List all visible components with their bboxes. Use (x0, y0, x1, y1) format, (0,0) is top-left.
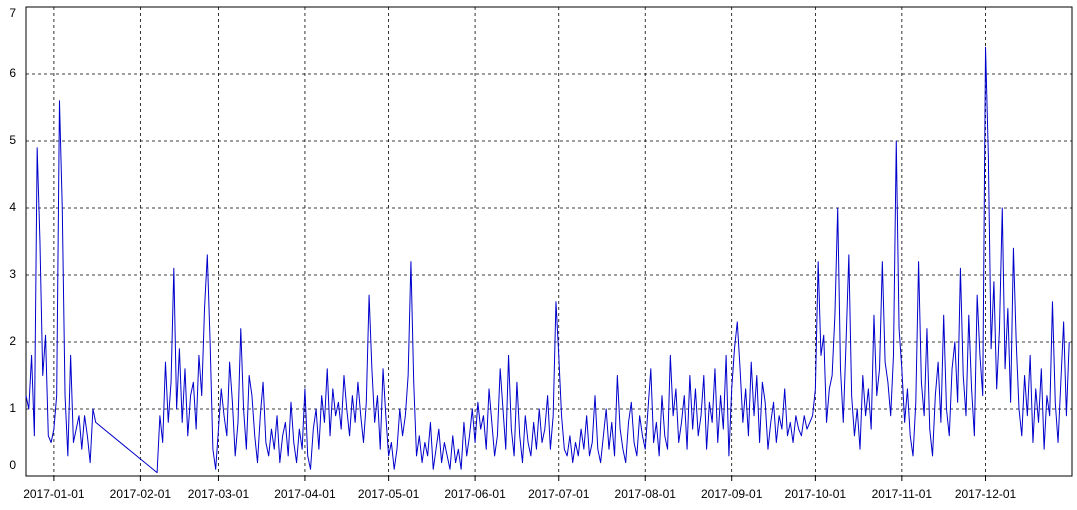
x-tick-label: 2017-03-01 (188, 487, 250, 501)
x-tick-label: 2017-07-01 (528, 487, 590, 501)
data-line (25, 46, 1070, 474)
y-tick-label: 6 (9, 66, 16, 80)
x-tick-label: 2017-04-01 (274, 487, 336, 501)
x-tick-label: 2017-08-01 (615, 487, 677, 501)
x-tick-label: 2017-10-01 (785, 487, 847, 501)
y-tick-label: 4 (9, 200, 16, 214)
y-tick-label: 3 (9, 267, 16, 281)
x-tick-label: 2017-09-01 (701, 487, 763, 501)
y-tick-label: 0 (9, 458, 16, 472)
y-tick-label: 1 (9, 401, 16, 415)
y-tick-label: 7 (9, 6, 16, 20)
x-tick-label: 2017-11-01 (872, 487, 933, 501)
x-tick-label: 2017-06-01 (444, 487, 506, 501)
y-tick-label: 2 (9, 334, 16, 348)
x-tick-label: 2017-01-01 (23, 487, 85, 501)
x-tick-label: 2017-12-01 (955, 487, 1017, 501)
x-tick-label: 2017-05-01 (358, 487, 420, 501)
y-tick-label: 5 (9, 133, 16, 147)
plot-frame (25, 6, 1073, 477)
x-tick-label: 2017-02-01 (110, 487, 172, 501)
